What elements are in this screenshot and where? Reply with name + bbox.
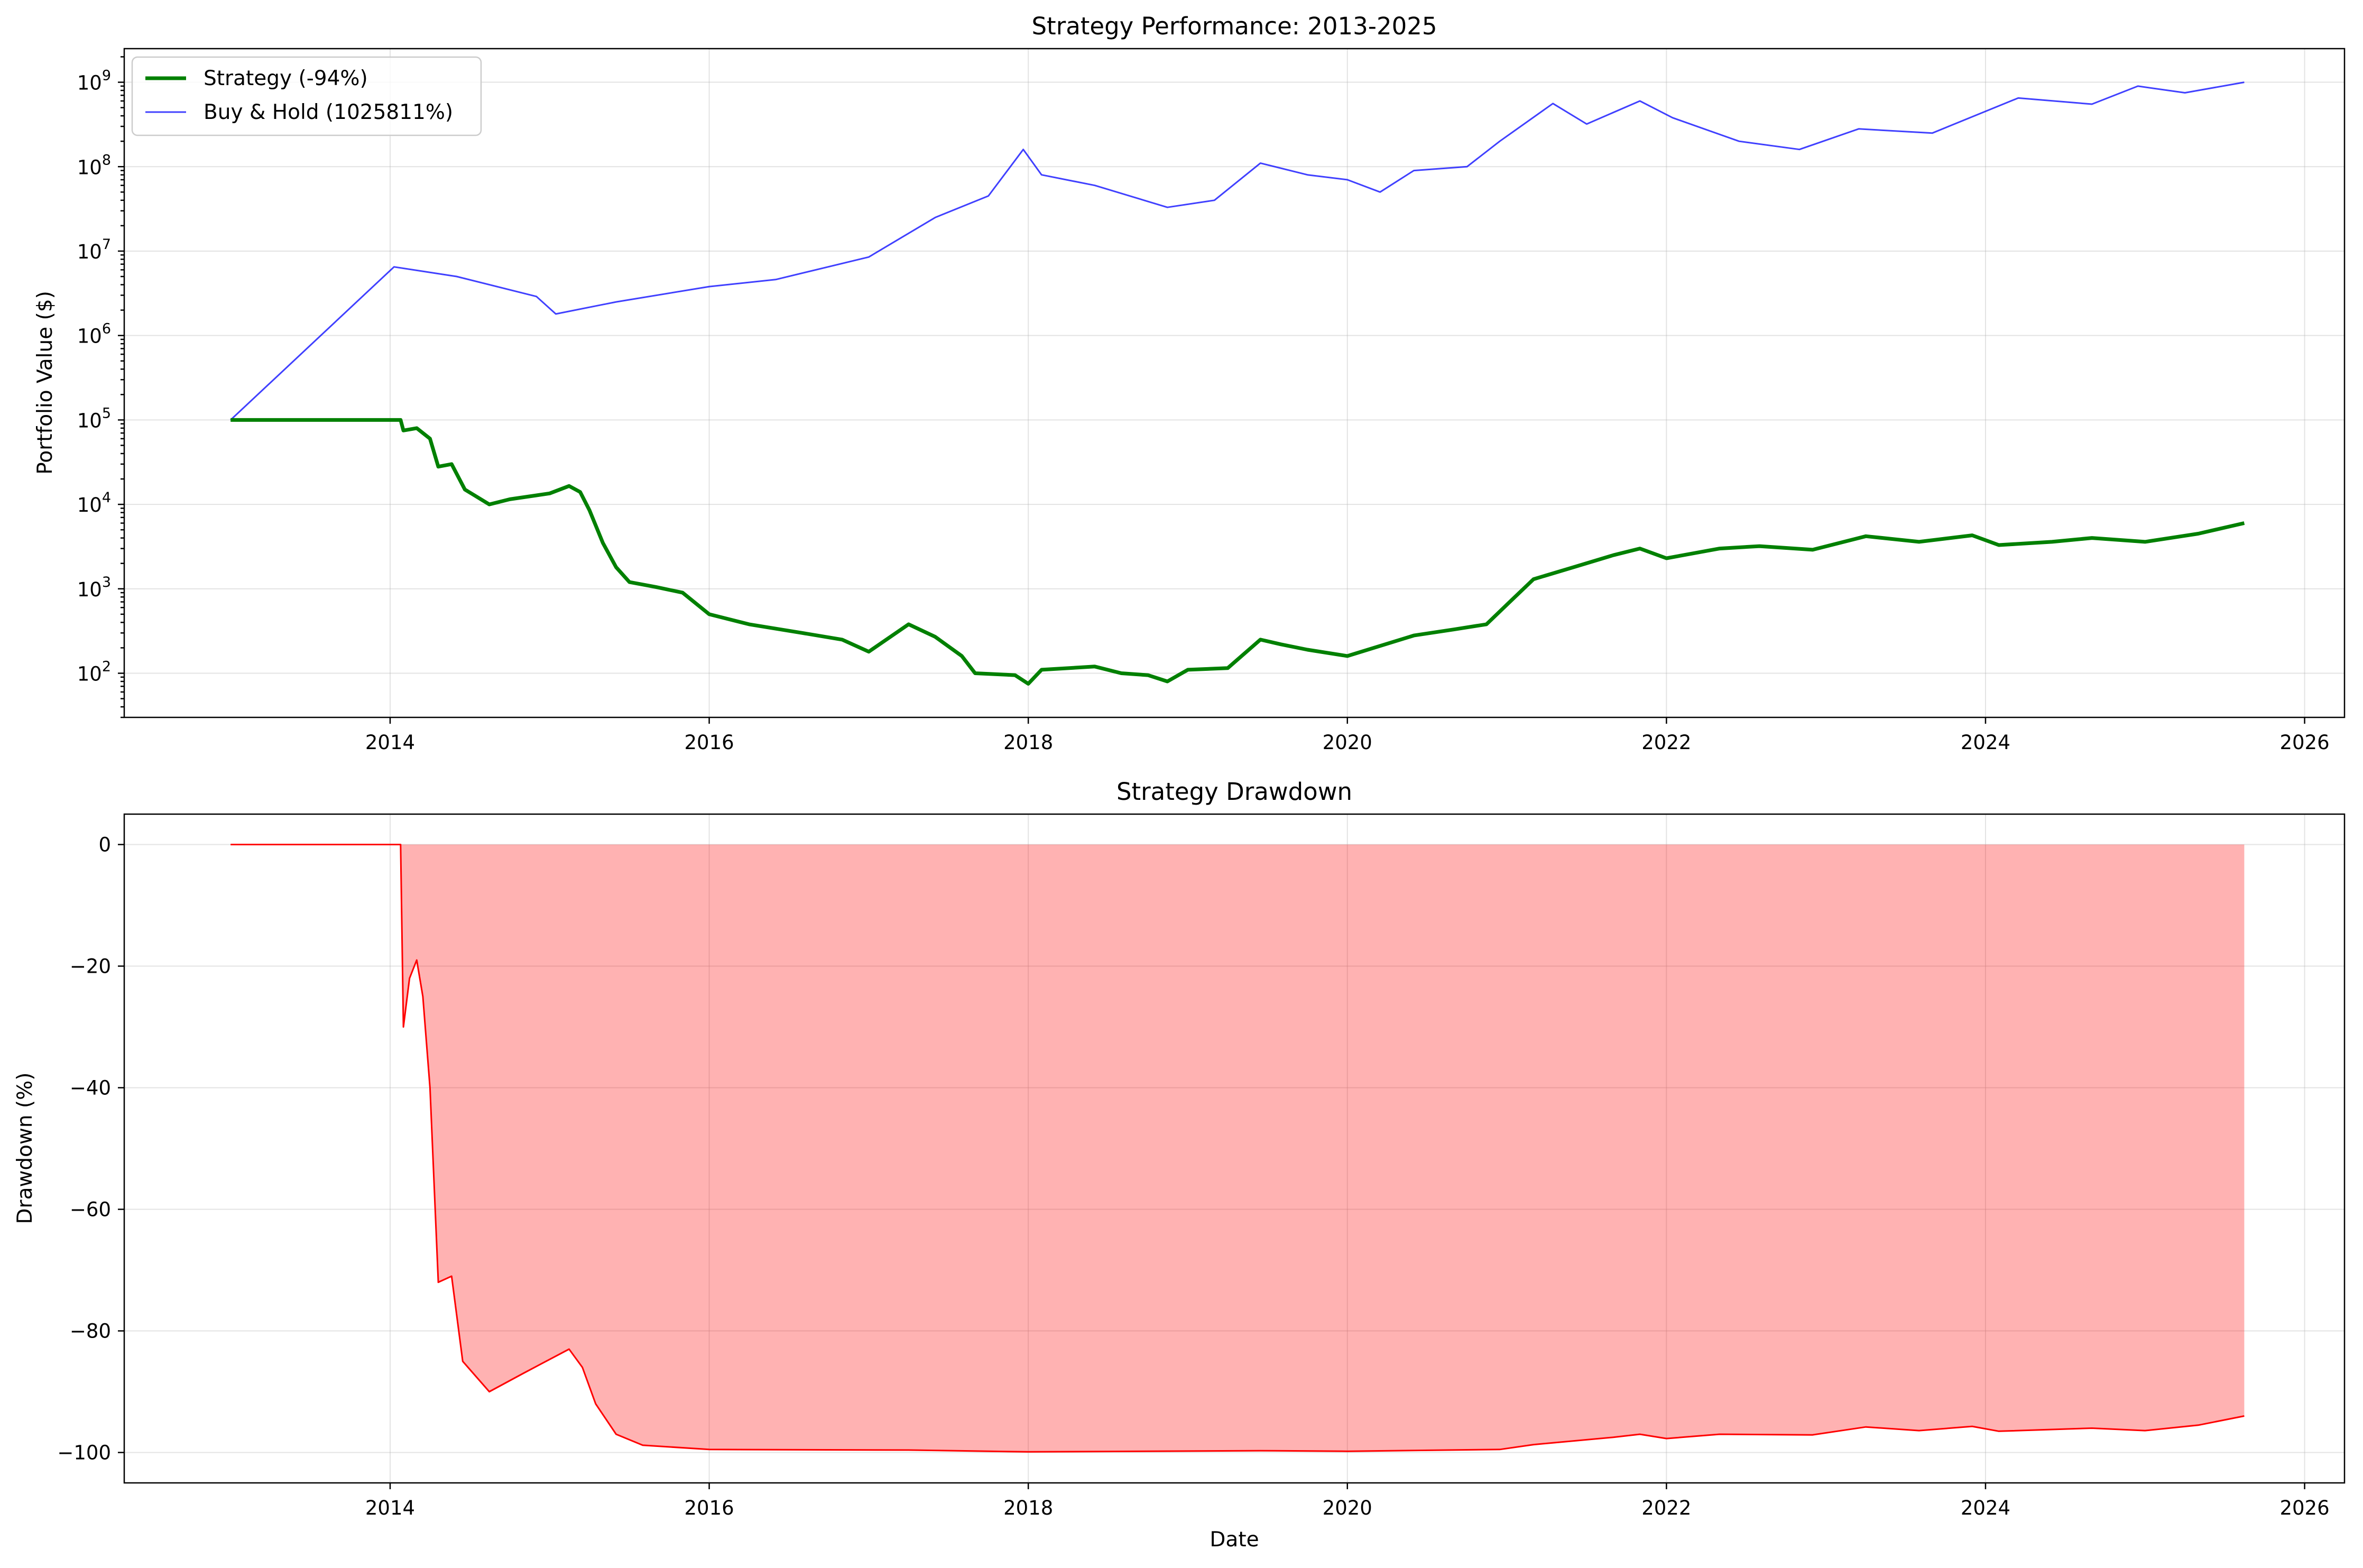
buy-hold-line: [230, 81, 2245, 421]
y-tick-label: 102: [77, 658, 111, 685]
x-tick-label: 2014: [365, 1497, 415, 1519]
performance-x-ticks: 2014 2016 2018 2020 2022 2024 2026: [365, 717, 2330, 754]
y-tick-label: −60: [70, 1198, 111, 1221]
y-tick-exponent: 7: [102, 236, 111, 253]
x-tick-label: 2024: [1961, 731, 2010, 754]
y-tick-exponent: 2: [102, 658, 111, 675]
strategy-line: [230, 418, 2245, 686]
drawdown-y-axis-label: Drawdown (%): [13, 1073, 37, 1224]
performance-legend: Strategy (-94%) Buy & Hold (1025811%): [131, 56, 482, 136]
y-tick-exponent: 6: [102, 321, 111, 337]
performance-title: Strategy Performance: 2013-2025: [1031, 12, 1437, 40]
y-tick-label: 103: [77, 574, 111, 601]
y-tick-exponent: 5: [102, 405, 111, 421]
drawdown-panel: Strategy Drawdown 2014 2016 2018 2020 2022 20…: [13, 778, 2346, 1552]
y-tick-base: 10: [77, 72, 102, 95]
y-tick-exponent: 3: [102, 574, 111, 591]
y-tick-label: 106: [77, 321, 111, 348]
y-tick-base: 10: [77, 494, 102, 516]
performance-panel: Strategy Performance: 2013-2025 2014 2016…: [33, 12, 2346, 754]
x-tick-label: 2020: [1323, 1497, 1372, 1519]
y-tick-label: 108: [77, 152, 111, 179]
y-tick-base: 10: [77, 662, 102, 685]
y-tick-base: 10: [77, 578, 102, 601]
legend-buy-hold-label: Buy & Hold (1025811%): [204, 100, 453, 124]
y-tick-label: 105: [77, 405, 111, 432]
x-tick-label: 2022: [1641, 731, 1691, 754]
drawdown-x-ticks: 2014 2016 2018 2020 2022 2024 2026: [365, 1483, 2330, 1519]
x-tick-label: 2018: [1003, 1497, 1053, 1519]
drawdown-line: [230, 844, 2245, 1453]
x-tick-label: 2018: [1003, 731, 1053, 754]
x-tick-label: 2016: [684, 1497, 734, 1519]
x-tick-label: 2022: [1641, 1497, 1691, 1519]
x-tick-label: 2026: [2279, 1497, 2329, 1519]
drawdown-grid: [124, 814, 2344, 1483]
x-tick-label: 2020: [1323, 731, 1372, 754]
x-tick-label: 2014: [365, 731, 415, 754]
performance-series: [230, 81, 2245, 686]
drawdown-y-ticks: 0 −20 −40 −60 −80 −100: [57, 834, 124, 1464]
y-tick-label: −100: [57, 1442, 111, 1464]
y-tick-base: 10: [77, 325, 102, 348]
y-tick-label: 107: [77, 236, 111, 263]
x-tick-label: 2024: [1961, 1497, 2010, 1519]
y-tick-base: 10: [77, 409, 102, 432]
y-tick-exponent: 4: [102, 490, 111, 506]
y-tick-base: 10: [77, 241, 102, 263]
y-tick-exponent: 8: [102, 152, 111, 168]
performance-grid: [124, 49, 2344, 717]
legend-strategy-label: Strategy (-94%): [204, 67, 368, 90]
y-tick-label: −40: [70, 1077, 111, 1100]
drawdown-fill-area: [230, 844, 2245, 1452]
drawdown-series: [230, 844, 2245, 1453]
drawdown-x-axis-label: Date: [1210, 1528, 1259, 1552]
drawdown-axes-frame: [123, 813, 2346, 1484]
performance-y-axis-label: Portfolio Value ($): [33, 291, 57, 475]
x-tick-label: 2026: [2279, 731, 2329, 754]
drawdown-title: Strategy Drawdown: [1116, 778, 1352, 806]
y-tick-exponent: 9: [102, 68, 111, 84]
y-tick-label: 104: [77, 490, 111, 516]
y-tick-label: 0: [98, 834, 111, 856]
y-tick-base: 10: [77, 156, 102, 179]
legend-box: [131, 56, 482, 136]
y-tick-label: −20: [70, 955, 111, 978]
y-tick-label: −80: [70, 1320, 111, 1343]
x-tick-label: 2016: [684, 731, 734, 754]
y-tick-label: 109: [77, 68, 111, 95]
performance-axes-frame: [123, 48, 2346, 718]
